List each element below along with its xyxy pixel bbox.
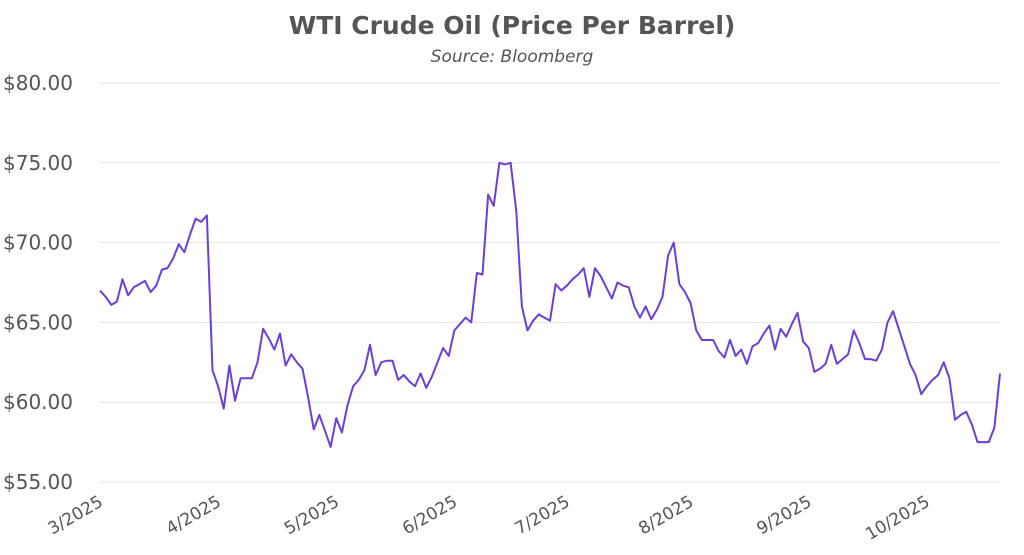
price-line [99,161,1001,448]
y-tick-label: $60.00 [3,390,73,414]
x-tick-label: 9/2025 [753,492,815,539]
y-tick-label: $70.00 [3,231,73,255]
chart-subtitle: Source: Bloomberg [431,47,594,67]
y-tick-label: $75.00 [3,151,73,175]
x-tick-label: 4/2025 [163,492,225,539]
x-tick-label: 5/2025 [281,492,343,539]
x-tick-label: 6/2025 [399,492,461,539]
x-tick-label: 10/2025 [862,492,933,545]
y-tick-label: $65.00 [3,310,73,334]
chart-title: WTI Crude Oil (Price Per Barrel) [289,11,736,40]
x-tick-label: 8/2025 [635,492,697,539]
y-tick-label: $55.00 [3,470,73,494]
x-tick-label: 7/2025 [512,492,574,539]
x-tick-label: 3/2025 [45,492,107,539]
y-tick-label: $80.00 [3,71,73,95]
